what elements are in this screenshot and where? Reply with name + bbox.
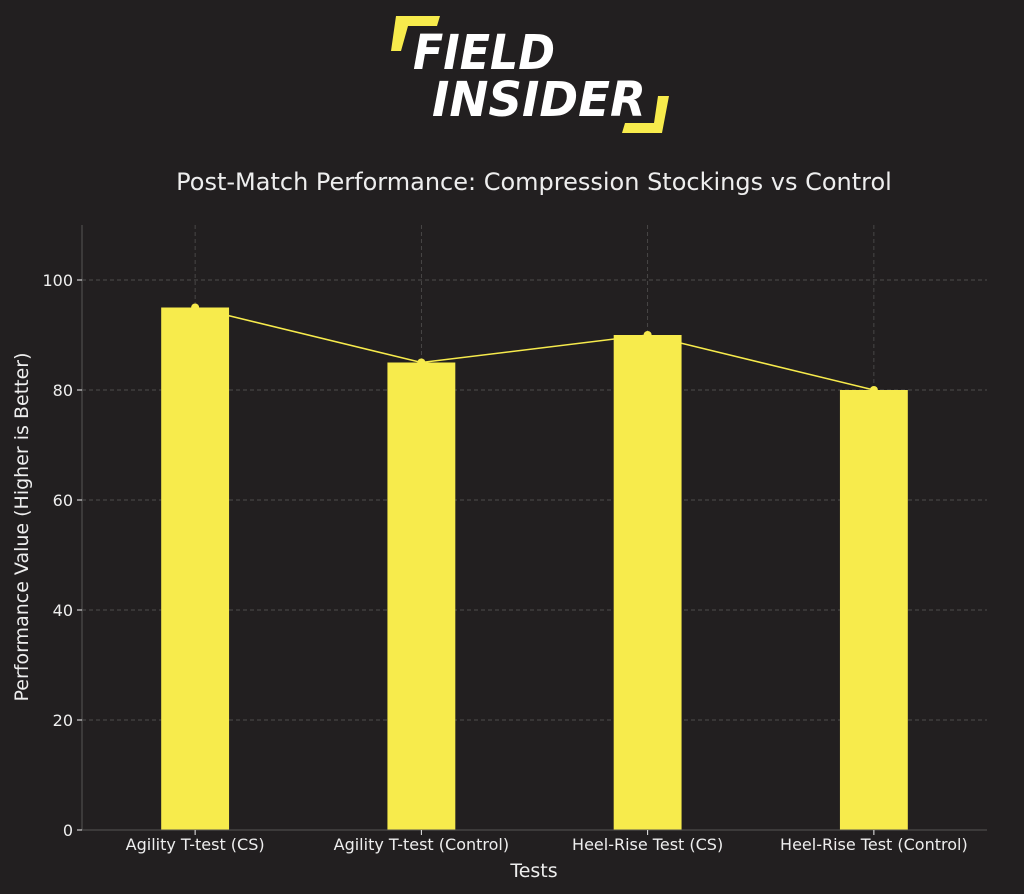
- logo-line-2: INSIDER: [432, 72, 646, 128]
- y-tick-label: 40: [53, 601, 73, 620]
- x-tick-label: Heel-Rise Test (Control): [780, 835, 968, 854]
- axes: 0 20 40 60 80 100 Agility T-test (CS) Agility T…: [42, 225, 987, 854]
- y-tick-label: 20: [53, 711, 73, 730]
- trend-point: [643, 331, 652, 339]
- trend-line-path: [194, 306, 875, 391]
- bars: [161, 307, 908, 830]
- x-axis-label: Tests: [509, 860, 557, 882]
- field-insider-logo: FIELD INSIDER: [391, 16, 669, 133]
- logo-bracket-bottom-right: [622, 96, 669, 133]
- bar: [387, 362, 456, 830]
- y-tick-label: 100: [42, 271, 73, 290]
- y-axis-label: Performance Value (Higher is Better): [11, 352, 33, 701]
- y-tick-label: 80: [53, 381, 73, 400]
- logo-line-1: FIELD: [413, 25, 555, 81]
- x-tick-label: Agility T-test (Control): [334, 835, 509, 854]
- chart-title: Post-Match Performance: Compression Stoc…: [176, 168, 892, 196]
- logo-bracket-top-left: [391, 16, 440, 51]
- x-tick-label: Heel-Rise Test (CS): [572, 835, 723, 854]
- y-tick-label: 60: [53, 491, 73, 510]
- bar: [161, 307, 230, 830]
- trend-point: [417, 358, 426, 367]
- x-tick-label: Agility T-test (CS): [126, 835, 265, 854]
- trend-point: [869, 386, 878, 394]
- trend-point: [191, 303, 200, 312]
- y-tick-label: 0: [63, 821, 73, 840]
- bar: [613, 335, 682, 830]
- trend-line: [191, 303, 878, 394]
- bar: [839, 390, 908, 830]
